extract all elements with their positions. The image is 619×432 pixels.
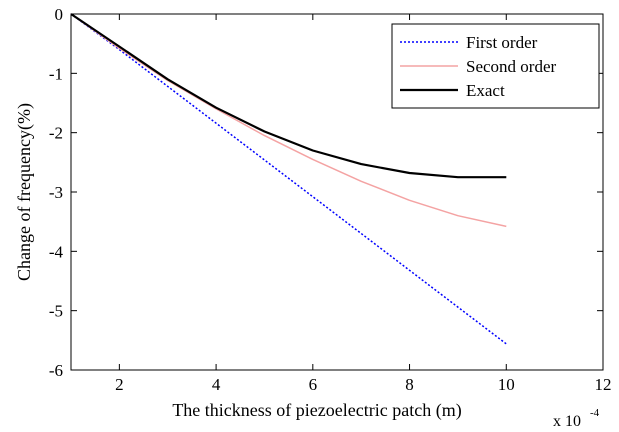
x-tick-label: 12 [595, 375, 612, 394]
x-tick-label: 8 [405, 375, 414, 394]
x-tick-label: 10 [498, 375, 515, 394]
legend-label: First order [466, 33, 538, 52]
legend: First order Second order Exact [391, 23, 600, 109]
y-tick-label: -5 [49, 302, 63, 321]
y-axis-label: Change of frequency(%) [14, 103, 35, 281]
series-line-first-order [70, 13, 507, 345]
series-line-exact [70, 13, 507, 179]
x-axis-multiplier: x 10 [553, 413, 581, 430]
y-tick-label: -2 [49, 124, 63, 143]
y-tick-label: -1 [49, 64, 63, 83]
y-tick-label: -6 [49, 361, 63, 380]
y-tick-label: -4 [49, 242, 64, 261]
series-layer [70, 13, 507, 345]
legend-label: Exact [466, 81, 505, 100]
x-axis-label: The thickness of piezoelectric patch (m) [172, 400, 461, 421]
legend-items: First order Second order Exact [400, 33, 557, 100]
ticks-layer: 2 4 6 8 10 12 0 -1 -2 -3 -4 -5 -6 [49, 5, 612, 394]
series-line-second-order [70, 13, 507, 228]
x-tick-label: 2 [115, 375, 124, 394]
x-axis-multiplier-exponent: -4 [590, 407, 600, 419]
y-tick-label: 0 [55, 5, 64, 24]
x-tick-label: 4 [212, 375, 221, 394]
legend-label: Second order [466, 57, 557, 76]
y-tick-label: -3 [49, 183, 63, 202]
x-tick-label: 6 [309, 375, 318, 394]
